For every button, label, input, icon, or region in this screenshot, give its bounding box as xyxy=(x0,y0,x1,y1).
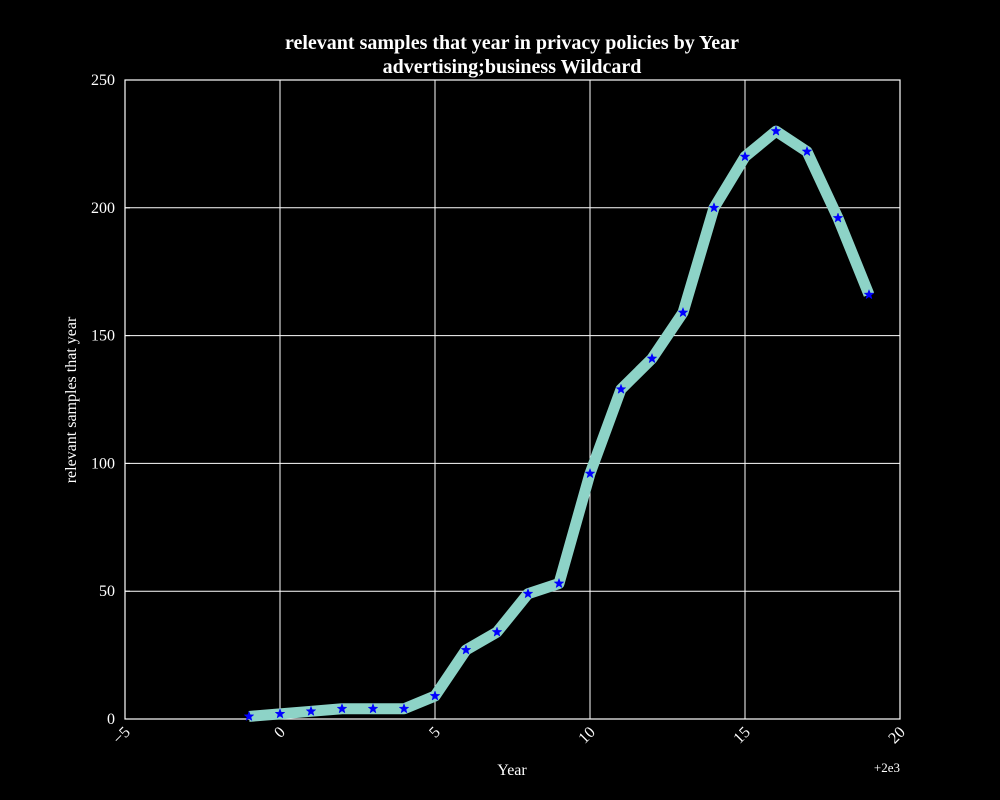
x-tick-label: 10 xyxy=(575,724,598,747)
y-tick-label: 200 xyxy=(91,200,115,217)
y-axis-label: relevant samples that year xyxy=(63,316,80,483)
y-tick-label: 150 xyxy=(91,328,115,345)
x-offset-label: +2e3 xyxy=(874,760,900,775)
data-point-marker xyxy=(367,703,379,714)
x-tick-label: 5 xyxy=(426,724,444,742)
chart-title: relevant samples that year in privacy po… xyxy=(285,32,739,54)
data-point-marker xyxy=(646,352,658,364)
data-point-marker xyxy=(739,150,751,162)
data-point-marker xyxy=(274,708,286,719)
y-tick-label: 0 xyxy=(107,711,115,728)
plot-area xyxy=(124,79,901,720)
data-point-marker xyxy=(305,705,317,716)
data-point-marker xyxy=(615,383,627,394)
data-point-marker xyxy=(584,467,596,479)
x-tick-label: 20 xyxy=(885,724,908,747)
data-point-marker xyxy=(801,145,813,157)
data-point-marker xyxy=(336,703,348,714)
x-tick-label: 15 xyxy=(730,724,753,747)
data-point-marker xyxy=(398,703,410,714)
y-tick-label: 50 xyxy=(99,583,115,600)
x-tick-label: 0 xyxy=(271,724,289,742)
y-tick-label: 250 xyxy=(91,72,115,89)
chart-subtitle: advertising;business Wildcard xyxy=(383,56,642,78)
grid xyxy=(125,80,900,719)
data-point-marker xyxy=(243,710,255,722)
y-tick-label: 100 xyxy=(91,455,115,472)
data-point-marker xyxy=(863,288,875,300)
series xyxy=(243,125,875,722)
x-axis-label: Year xyxy=(497,762,527,779)
data-point-marker xyxy=(491,626,503,637)
data-point-marker xyxy=(460,644,472,655)
data-point-marker xyxy=(832,212,844,223)
data-point-marker xyxy=(708,202,720,213)
data-point-marker xyxy=(677,306,689,318)
data-point-marker xyxy=(522,588,534,599)
data-point-marker xyxy=(770,125,782,136)
data-point-marker xyxy=(553,577,565,589)
data-point-marker xyxy=(429,690,441,701)
